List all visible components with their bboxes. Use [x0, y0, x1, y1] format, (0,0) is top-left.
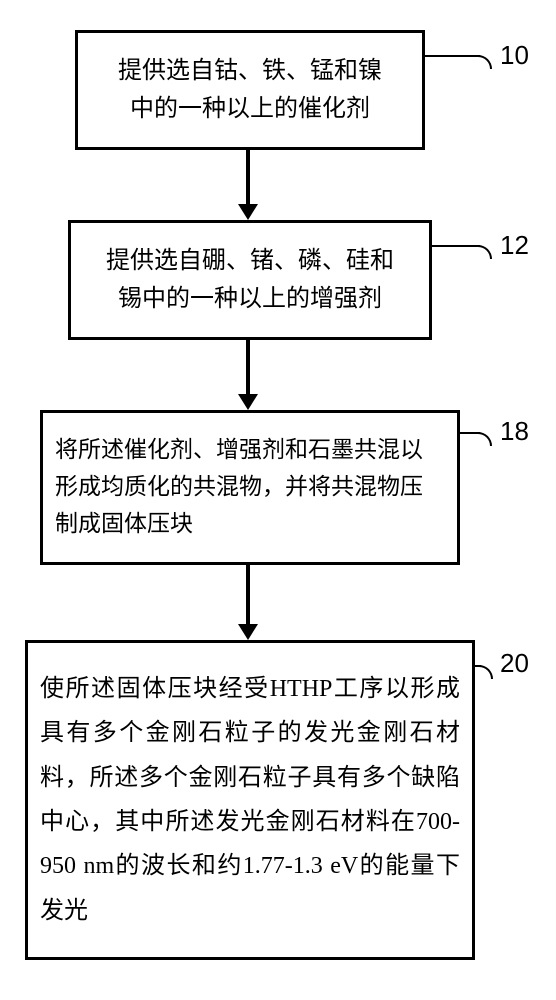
leader-curve-20 — [479, 665, 493, 679]
leader-12 — [432, 245, 480, 247]
step-18-line3: 制成固体压块 — [55, 511, 193, 536]
step-18-line2: 形成均质化的共混物，并将共混物压 — [55, 474, 423, 499]
leader-18 — [460, 432, 480, 434]
leader-curve-18 — [478, 432, 492, 446]
arrow-3-line — [246, 565, 250, 624]
step-box-10: 提供选自钴、铁、锰和镍 中的一种以上的催化剂 — [75, 30, 425, 150]
step-18-line1: 将所述催化剂、增强剂和石墨共混以 — [55, 437, 423, 462]
label-20: 20 — [500, 648, 529, 679]
label-12: 12 — [500, 230, 529, 261]
step-12-line1: 提供选自硼、锗、磷、硅和 — [106, 248, 394, 274]
step-box-20: 使所述固体压块经受HTHP工序以形成具有多个金刚石粒子的发光金刚石材料，所述多个… — [25, 640, 475, 960]
label-10: 10 — [500, 40, 529, 71]
step-20-text: 使所述固体压块经受HTHP工序以形成具有多个金刚石粒子的发光金刚石材料，所述多个… — [40, 676, 460, 924]
leader-curve-10 — [478, 55, 492, 69]
step-box-18: 将所述催化剂、增强剂和石墨共混以 形成均质化的共混物，并将共混物压 制成固体压块 — [40, 410, 460, 565]
arrow-2-head — [238, 394, 258, 410]
leader-10 — [425, 55, 480, 57]
arrow-1-head — [238, 204, 258, 220]
flowchart-canvas: 提供选自钴、铁、锰和镍 中的一种以上的催化剂 10 提供选自硼、锗、磷、硅和 锡… — [0, 0, 556, 1000]
step-box-12: 提供选自硼、锗、磷、硅和 锡中的一种以上的增强剂 — [68, 220, 432, 340]
arrow-3-head — [238, 624, 258, 640]
step-12-line2: 锡中的一种以上的增强剂 — [118, 286, 382, 312]
step-10-line2: 中的一种以上的催化剂 — [130, 96, 370, 122]
step-10-line1: 提供选自钴、铁、锰和镍 — [118, 58, 382, 84]
leader-curve-12 — [478, 245, 492, 259]
arrow-2-line — [246, 340, 250, 394]
label-18: 18 — [500, 416, 529, 447]
arrow-1-line — [246, 150, 250, 204]
